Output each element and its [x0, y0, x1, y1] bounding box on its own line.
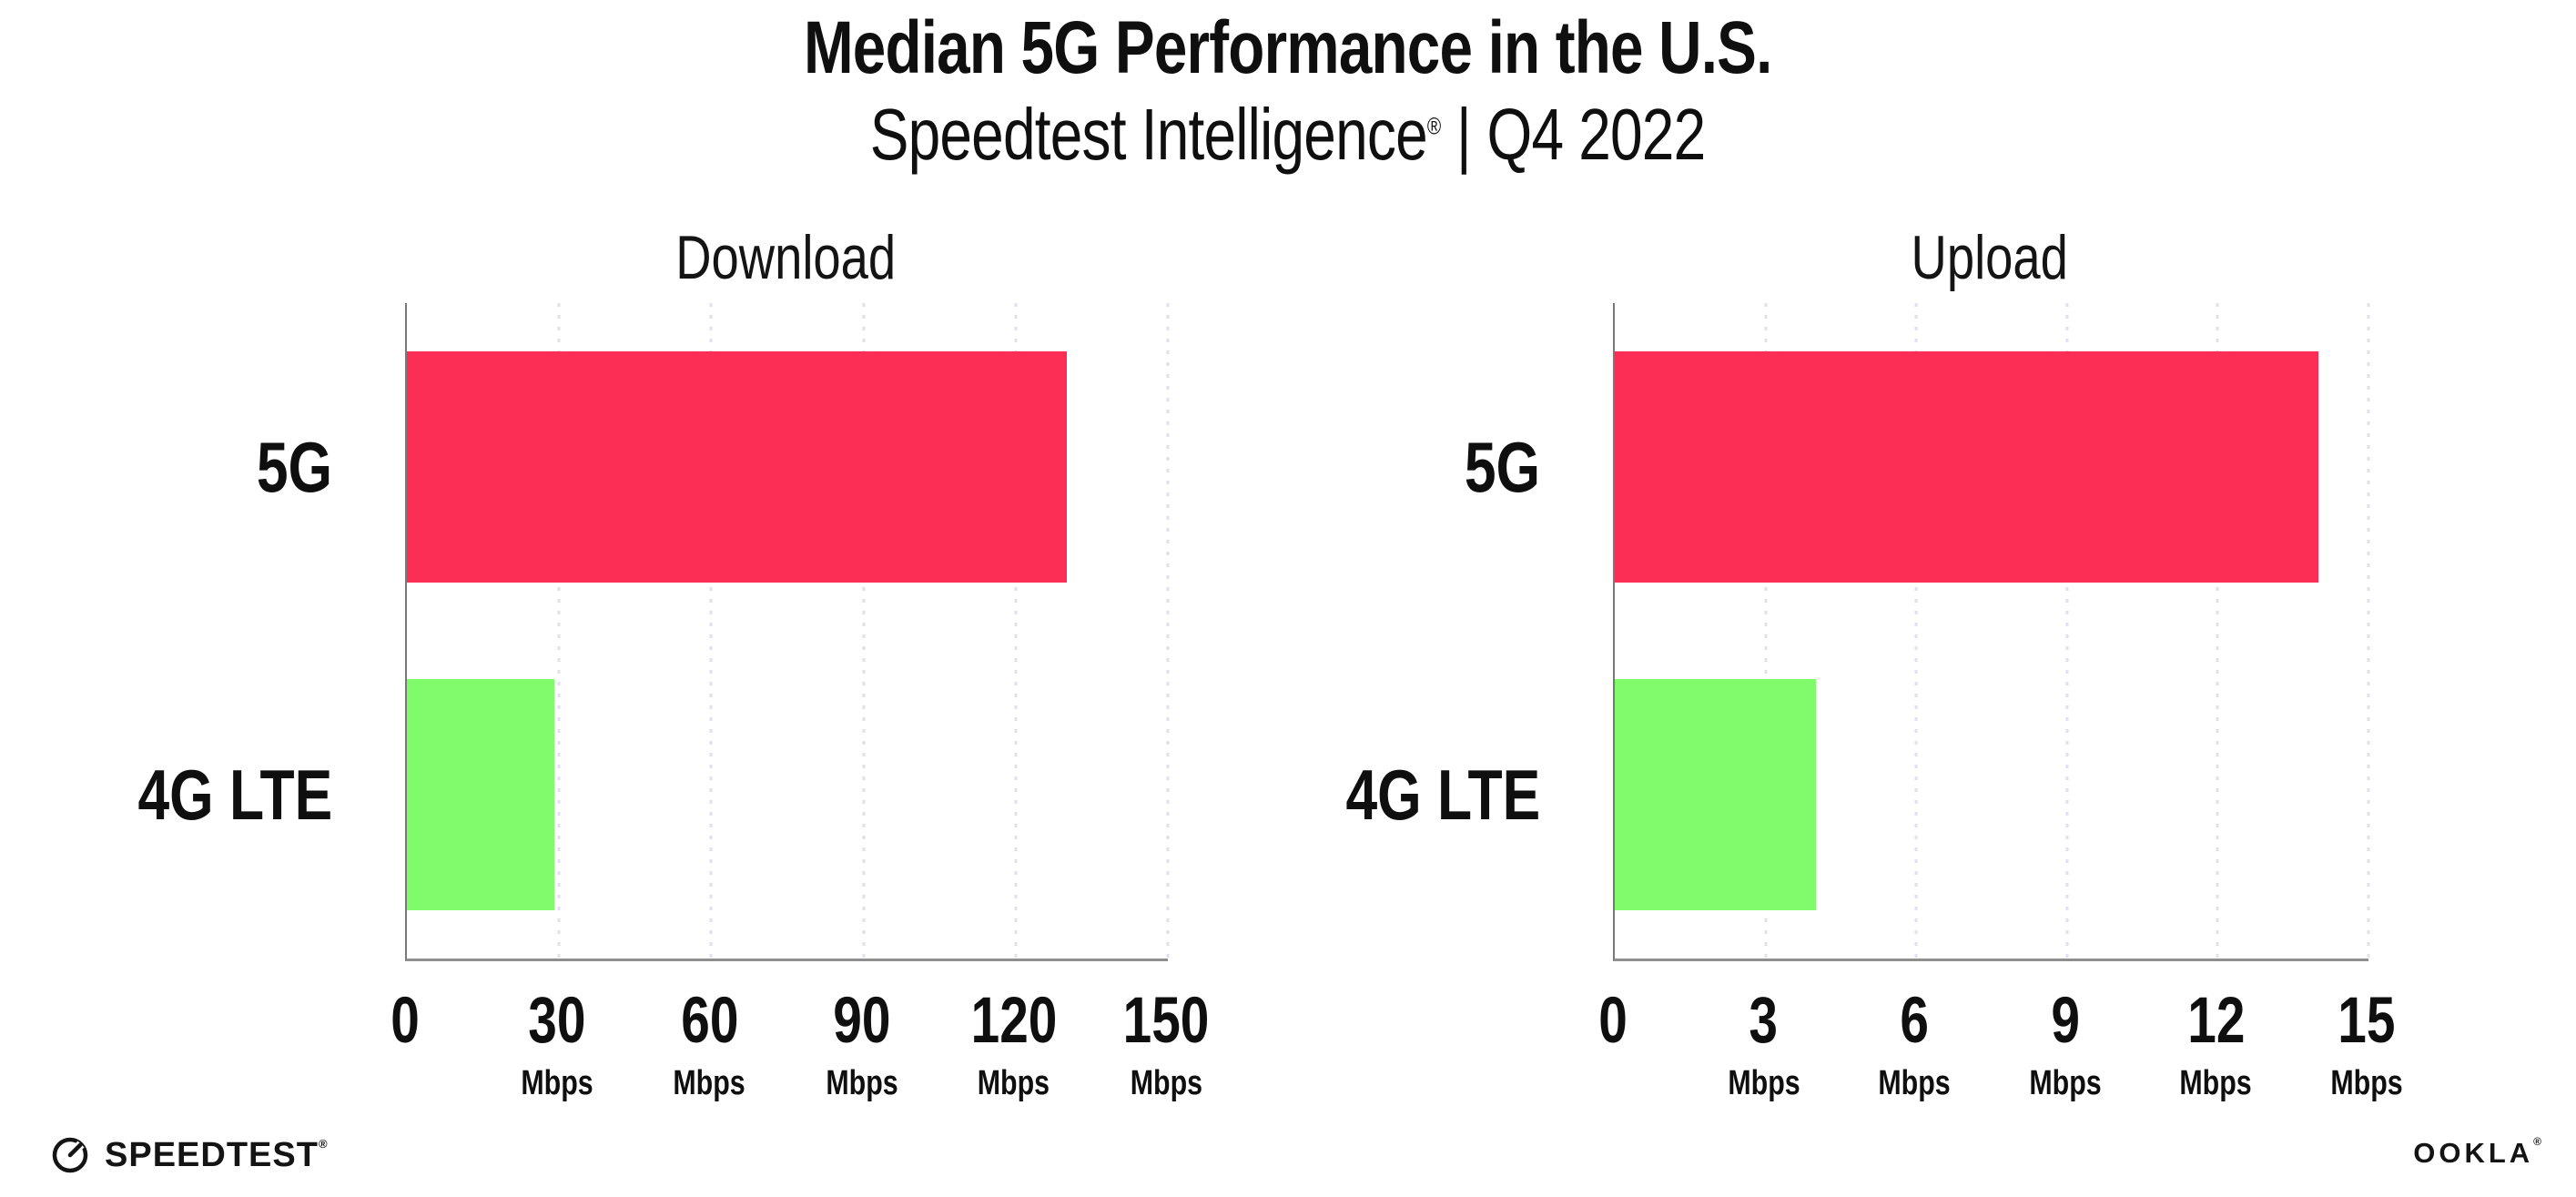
gridline	[1014, 303, 1018, 959]
ookla-logo: OOKLA®	[2413, 1135, 2541, 1170]
plot-area-upload	[1613, 303, 2370, 961]
x-tick-60: 60 Mbps	[673, 985, 746, 1102]
gridline	[862, 303, 866, 959]
bar-4g-lte	[1615, 679, 1816, 910]
ookla-label: OOKLA	[2413, 1137, 2534, 1169]
gridline	[1166, 303, 1170, 959]
x-tick-120: 120 Mbps	[970, 985, 1058, 1102]
category-label-4g-lte: 4G LTE	[1345, 754, 1540, 835]
gridline	[709, 303, 713, 959]
gridline	[2065, 303, 2069, 959]
registered-mark: ®	[2533, 1135, 2541, 1148]
x-tick-90: 90 Mbps	[825, 985, 898, 1102]
speedtest-gauge-icon	[52, 1137, 88, 1173]
x-tick-6: 6 Mbps	[1878, 985, 1951, 1102]
x-tick-0: 0	[390, 985, 420, 1057]
speedtest-logo: SPEEDTEST®	[50, 1135, 329, 1175]
gridline	[2216, 303, 2219, 959]
bar-5g	[1615, 351, 2318, 583]
page-title-text: Median 5G Performance in the U.S.	[804, 6, 1772, 89]
gridline	[1764, 303, 1768, 959]
speedtest-label: SPEEDTEST	[105, 1135, 319, 1174]
x-tick-0: 0	[1598, 985, 1628, 1057]
header: Median 5G Performance in the U.S. Speedt…	[0, 0, 2576, 171]
x-tick-15: 15 Mbps	[2330, 985, 2403, 1102]
x-tick-30: 30 Mbps	[521, 985, 593, 1102]
page-subtitle-text: Speedtest Intelligence® | Q4 2022	[870, 98, 1706, 171]
speedtest-wordmark: SPEEDTEST®	[105, 1136, 329, 1175]
chart-title-upload: Upload	[1613, 222, 2367, 292]
page-title: Median 5G Performance in the U.S.	[0, 0, 2576, 87]
plot-area-download	[405, 303, 1170, 961]
gridline	[2367, 303, 2370, 959]
bar-5g	[407, 351, 1067, 583]
category-label-4g-lte: 4G LTE	[137, 754, 332, 835]
chart-title-text: Upload	[1911, 223, 2069, 292]
registered-mark: ®	[1427, 112, 1441, 140]
x-axis-labels: 0 30 Mbps 60 Mbps 90 Mbps 120 Mbps 150 Mbps	[390, 985, 1209, 1116]
x-tick-9: 9 Mbps	[2029, 985, 2102, 1102]
registered-mark: ®	[318, 1136, 329, 1151]
x-tick-3: 3 Mbps	[1727, 985, 1800, 1102]
gridline	[1914, 303, 1918, 959]
subtitle-period: Q4 2022	[1486, 94, 1707, 176]
gridline	[557, 303, 561, 959]
subtitle-separator: |	[1456, 94, 1472, 176]
page-subtitle: Speedtest Intelligence® | Q4 2022	[0, 98, 2576, 171]
chart-title-download: Download	[405, 222, 1166, 292]
subtitle-brand: Speedtest Intelligence	[870, 94, 1428, 176]
category-label-5g: 5G	[256, 426, 332, 507]
category-labels: 5G 4G LTE	[0, 303, 369, 959]
bar-4g-lte	[407, 679, 554, 910]
category-labels: 5G 4G LTE	[1208, 303, 1577, 959]
chart-title-text: Download	[675, 223, 896, 292]
x-tick-12: 12 Mbps	[2179, 985, 2253, 1102]
category-label-5g: 5G	[1464, 426, 1540, 507]
x-tick-150: 150 Mbps	[1122, 985, 1210, 1102]
x-axis-labels: 0 3 Mbps 6 Mbps 9 Mbps 12 Mbps 15 Mbps	[1598, 985, 2402, 1116]
